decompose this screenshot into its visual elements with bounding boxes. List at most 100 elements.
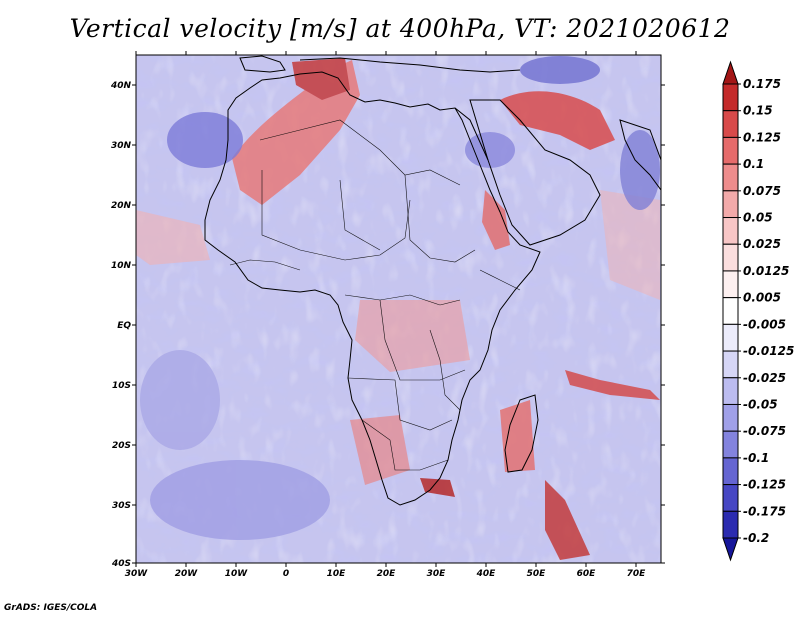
colorbar-label: -0.1 — [743, 451, 769, 465]
colorbar-swatch — [722, 297, 739, 325]
colorbar-swatch — [722, 136, 739, 165]
ascent-indian-band — [565, 370, 660, 400]
colorbar-swatch — [722, 110, 739, 138]
lon-label: 60E — [577, 569, 597, 579]
longitude-axis: 30W 20W 10W 0 10E 20E 30E 40E 50E 60E 70E — [125, 51, 646, 579]
lon-label: 30W — [125, 569, 149, 579]
colorbar-swatch — [722, 350, 739, 379]
border-niger-chad — [339, 179, 381, 251]
border-sudan — [404, 174, 476, 263]
descent-south-atlantic — [150, 460, 330, 540]
border-central — [344, 294, 461, 306]
lat-label: EQ — [117, 321, 131, 331]
colorbar-label: 0.125 — [743, 130, 781, 144]
border-great-lakes — [429, 329, 461, 411]
border-south-africa — [361, 419, 449, 471]
colorbar-swatch — [722, 83, 739, 112]
lon-label: 40E — [476, 569, 497, 579]
border-southern — [347, 377, 453, 431]
india-coast — [619, 119, 661, 191]
colorbar-swatch — [722, 484, 739, 512]
lat-label: 40N — [110, 81, 132, 91]
map-title: Vertical velocity [m/s] at 400hPa, VT: 2… — [69, 14, 731, 43]
colorbar-label: 0.175 — [743, 77, 781, 91]
colorbar-label: 0.1 — [743, 157, 764, 171]
red-sea-coast — [454, 107, 489, 161]
border-west — [229, 259, 301, 271]
lon-label: 30E — [427, 569, 447, 579]
colorbar-swatch — [722, 217, 739, 245]
colorbar-label: -0.075 — [743, 424, 786, 438]
lat-label: 10N — [111, 261, 132, 271]
madagascar-coast — [504, 394, 539, 473]
colorbar: 0.175 0.15 0.125 0.1 0.075 0.05 0.025 0.0125 0.0… — [722, 60, 794, 562]
country-borders — [229, 119, 521, 471]
lon-label: 10E — [327, 569, 347, 579]
colorbar-swatch — [722, 430, 739, 459]
velocity-field — [136, 55, 661, 563]
descent-canary — [167, 112, 243, 168]
mediterranean-coast — [299, 57, 521, 73]
ascent-regions — [136, 58, 660, 560]
latitude-axis: 40N 30N 20N 10N EQ 10S 20S 30S 40S — [110, 81, 665, 569]
colorbar-swatch — [722, 377, 739, 405]
lat-label: 30S — [112, 501, 131, 511]
colorbar-swatch — [722, 163, 739, 192]
colorbar-label: -0.0125 — [743, 344, 794, 358]
ascent-angola — [350, 415, 410, 485]
colorbar-label: -0.005 — [743, 317, 786, 331]
arabia-coast — [469, 99, 601, 246]
colorbar-label: -0.025 — [743, 371, 786, 385]
descent-gulf-guinea — [140, 350, 220, 450]
africa-coast — [204, 71, 541, 506]
ascent-south-africa — [420, 478, 455, 497]
coastlines — [204, 55, 661, 506]
ascent-madagascar — [500, 400, 535, 472]
lon-label: 50E — [527, 569, 547, 579]
border-horn — [479, 269, 521, 291]
descent-regions — [140, 56, 660, 540]
ascent-atlas — [292, 58, 350, 100]
colorbar-label: -0.05 — [743, 397, 778, 411]
colorbar-swatch — [722, 457, 739, 486]
ascent-atlantic — [136, 210, 210, 265]
colorbar-top-arrow — [722, 60, 739, 85]
lon-label: 0 — [283, 569, 289, 579]
colorbar-swatch — [722, 403, 739, 432]
border-sahara — [259, 119, 461, 186]
lat-label: 40S — [111, 559, 131, 569]
colorbar-label: -0.125 — [743, 478, 786, 492]
lat-label: 20N — [111, 201, 132, 211]
descent-arabia — [465, 132, 515, 168]
border-sahel — [261, 170, 411, 261]
iberia-coast — [239, 55, 286, 73]
colorbar-label: -0.175 — [743, 504, 786, 518]
ascent-middle-east — [500, 91, 615, 150]
plot-frame — [135, 54, 662, 564]
colorbar-label: 0.05 — [743, 211, 773, 225]
colorbar-label: 0.075 — [743, 184, 781, 198]
ascent-arabian-sea — [600, 190, 660, 300]
ascent-south-indian — [545, 480, 590, 560]
credit-text: GrADS: IGES/COLA — [4, 603, 98, 613]
colorbar-label: -0.2 — [743, 531, 769, 545]
colorbar-bottom-arrow — [722, 537, 739, 562]
ascent-congo — [355, 300, 470, 372]
colorbar-label: 0.15 — [743, 104, 773, 118]
lon-label: 70E — [627, 569, 647, 579]
colorbar-swatch — [722, 190, 739, 219]
descent-caspian — [520, 56, 600, 84]
colorbar-label: 0.0125 — [743, 264, 789, 278]
lat-label: 20S — [112, 441, 131, 451]
lon-label: 20E — [377, 569, 397, 579]
colorbar-label: 0.005 — [743, 291, 781, 305]
lon-label: 10W — [225, 569, 249, 579]
lon-label: 20W — [175, 569, 199, 579]
colorbar-swatch — [722, 323, 739, 352]
ascent-red-sea — [482, 190, 510, 250]
colorbar-swatch — [722, 510, 739, 539]
lat-label: 30N — [111, 141, 132, 151]
lat-label: 10S — [112, 381, 131, 391]
colorbar-swatch — [722, 243, 739, 272]
